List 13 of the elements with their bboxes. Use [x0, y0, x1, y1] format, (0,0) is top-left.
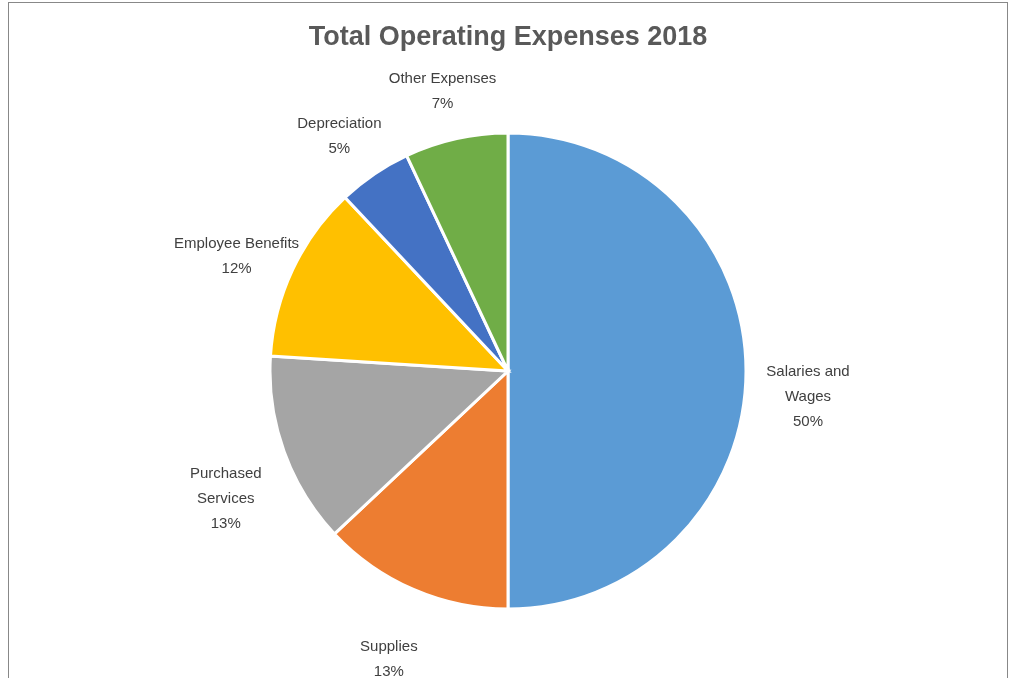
data-label: 5% [328, 138, 351, 156]
slice-label: Employee Benefits [174, 234, 300, 252]
slice-label: Supplies [360, 637, 418, 655]
data-label: 13% [210, 513, 241, 531]
data-label: 50% [792, 412, 824, 429]
slice-label: Salaries and Wages [766, 362, 850, 404]
data-label: 13% [373, 662, 404, 680]
data-label: 12% [221, 259, 252, 277]
data-label: 7% [431, 94, 454, 112]
slice-label: Purchased Services [189, 463, 262, 506]
chart-title: Total Operating Expenses 2018 [308, 21, 708, 52]
slice-label: Depreciation [297, 113, 382, 131]
slice-label: Other Expenses [388, 69, 497, 87]
